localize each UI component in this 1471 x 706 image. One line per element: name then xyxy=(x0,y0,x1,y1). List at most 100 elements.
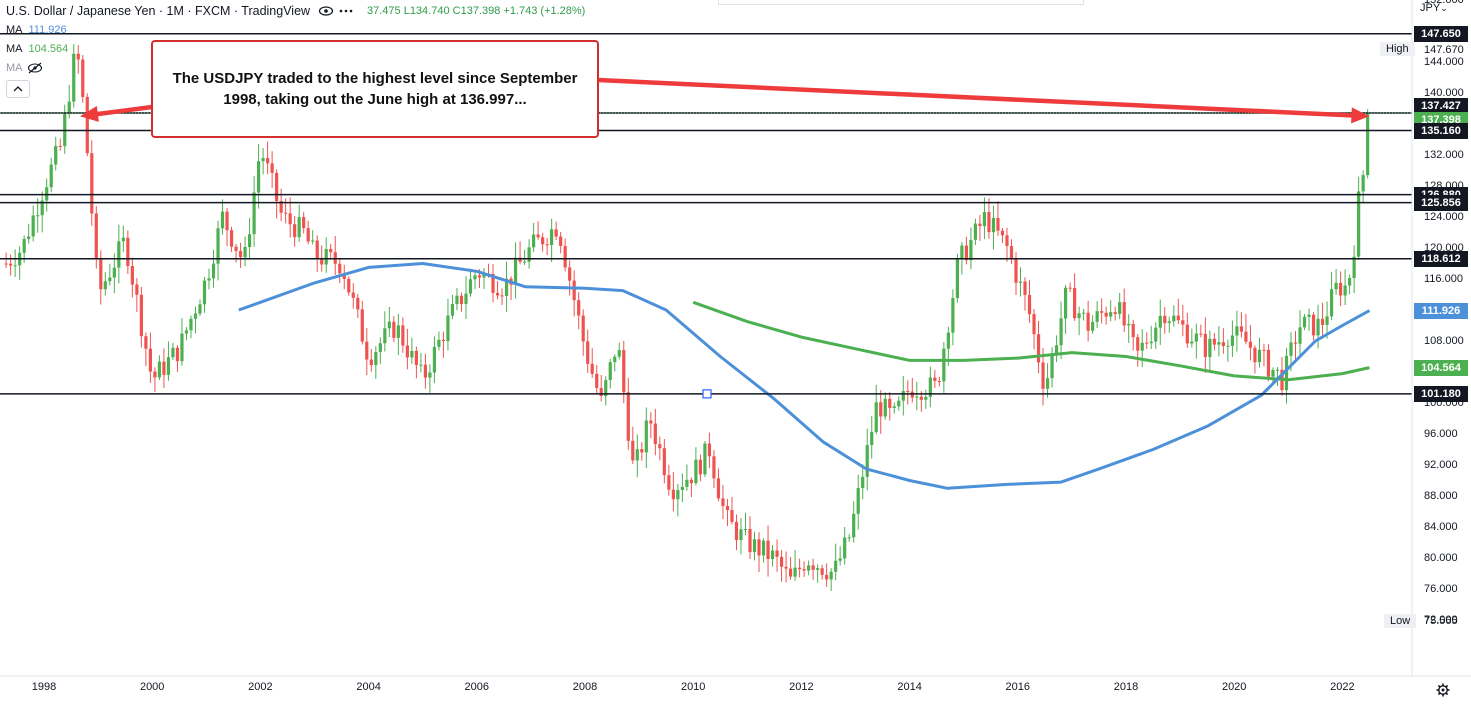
ma-hidden-legend[interactable]: MA xyxy=(6,62,43,74)
line-anchor-handle[interactable] xyxy=(702,389,712,399)
annotation-callout[interactable]: The USDJPY traded to the highest level s… xyxy=(151,40,599,138)
candle xyxy=(117,224,121,284)
candle-body xyxy=(247,234,252,247)
candle xyxy=(1266,344,1271,382)
candle xyxy=(716,468,721,502)
gear-icon[interactable] xyxy=(1436,683,1450,697)
candle-body xyxy=(1014,259,1018,283)
candle-body xyxy=(121,237,125,242)
candle xyxy=(40,191,44,233)
candle xyxy=(820,564,824,580)
candle-body xyxy=(99,259,103,290)
ma-fast-legend[interactable]: MA 111.926 xyxy=(6,24,67,36)
candle xyxy=(459,292,464,312)
candle-body xyxy=(338,263,342,274)
candle-body xyxy=(184,330,189,334)
candle-body xyxy=(1122,302,1126,326)
candle-body xyxy=(405,345,409,358)
candle xyxy=(955,253,959,303)
candle xyxy=(743,512,748,536)
candle xyxy=(509,276,513,301)
candle-body xyxy=(1140,342,1144,351)
candle-body xyxy=(392,321,396,338)
candle xyxy=(1311,312,1316,341)
candle-body xyxy=(36,215,40,217)
candle xyxy=(707,432,712,469)
annotation-arrows[interactable] xyxy=(80,77,1370,124)
candle-body xyxy=(915,396,919,398)
candle xyxy=(811,558,815,580)
candle xyxy=(144,332,148,367)
candle-body xyxy=(1018,281,1023,283)
candle-body xyxy=(1293,342,1298,344)
candle-body xyxy=(761,540,766,556)
candle xyxy=(36,198,40,233)
candle-body xyxy=(1050,353,1054,379)
candle xyxy=(1154,322,1158,350)
price-tick-label: 84.000 xyxy=(1424,521,1458,533)
candle-body xyxy=(861,476,865,489)
price-tick-label: 144.000 xyxy=(1424,56,1464,68)
candle xyxy=(365,328,369,376)
candle-body xyxy=(1145,342,1149,344)
annotation-text: The USDJPY traded to the highest level s… xyxy=(172,70,578,108)
candle xyxy=(437,331,441,351)
candle xyxy=(644,407,648,469)
candle xyxy=(1352,245,1356,293)
candle xyxy=(1293,330,1298,362)
candle-body xyxy=(441,339,446,342)
candle xyxy=(1343,269,1347,306)
candle-body xyxy=(504,278,509,296)
candle-body xyxy=(608,362,612,381)
currency-selector[interactable]: JPY⌄ xyxy=(1420,2,1448,14)
chart-header: U.S. Dollar / Japanese Yen · 1M · FXCM ·… xyxy=(6,4,354,18)
candle-body xyxy=(1212,338,1216,345)
annotation-arrow[interactable] xyxy=(80,104,155,122)
candle-body xyxy=(284,212,288,214)
ma-fast-line[interactable] xyxy=(238,262,1371,490)
candle-body xyxy=(716,478,721,499)
eye-hidden-icon[interactable] xyxy=(27,62,43,74)
collapse-legend-button[interactable] xyxy=(6,80,30,98)
candle-body xyxy=(171,347,175,358)
candle-body xyxy=(1361,175,1365,192)
candle-body xyxy=(293,224,297,238)
candle-body xyxy=(1334,282,1338,290)
year-tick-label: 1998 xyxy=(31,681,57,693)
candle-body xyxy=(1275,369,1280,371)
candle xyxy=(1149,325,1153,349)
price-tick-label: 124.000 xyxy=(1424,211,1464,223)
candle-body xyxy=(730,510,734,522)
candle xyxy=(1298,310,1302,356)
more-dots-icon[interactable] xyxy=(338,5,354,17)
candle-body xyxy=(1203,333,1207,358)
candle xyxy=(1316,304,1320,349)
price-tick-label: 76.000 xyxy=(1424,583,1458,595)
annotation-arrow[interactable] xyxy=(595,77,1370,124)
arrow-shaft xyxy=(95,104,155,117)
candle-body xyxy=(739,529,743,541)
candle-body xyxy=(347,278,351,293)
ma-slow-legend[interactable]: MA 104.564 xyxy=(6,43,68,55)
candle xyxy=(175,345,180,372)
candle xyxy=(577,292,581,330)
candle-body xyxy=(135,284,139,295)
candle-body xyxy=(599,388,603,397)
candle xyxy=(1253,345,1257,374)
candle-body xyxy=(4,263,8,265)
candle xyxy=(396,313,400,356)
candle-body xyxy=(888,398,892,408)
candle xyxy=(1239,312,1244,338)
candle-body xyxy=(1041,362,1045,389)
candle xyxy=(338,258,342,284)
eye-icon[interactable] xyxy=(318,5,334,17)
candle xyxy=(54,136,58,171)
candle-body xyxy=(982,212,987,227)
candle-body xyxy=(266,158,270,164)
candle xyxy=(139,286,143,348)
candle xyxy=(414,346,418,379)
candle xyxy=(761,538,766,563)
candle-body xyxy=(27,236,31,239)
candle-body xyxy=(586,341,590,364)
